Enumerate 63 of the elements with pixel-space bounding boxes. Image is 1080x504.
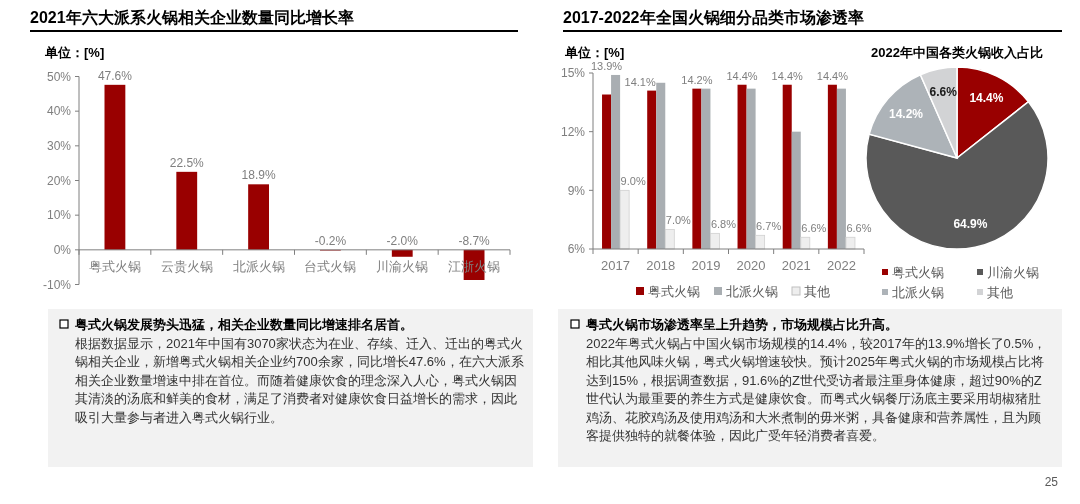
bar [248,184,269,250]
x-tick-label: 川渝火锅 [376,258,429,274]
legend-label: 北派火锅 [892,284,944,300]
y-axis-title: 单位：[%] [44,45,105,60]
y-tick-label: 50% [46,69,72,84]
x-tick-label: 2020 [736,258,766,273]
data-label: -2.0% [386,233,419,248]
data-label: 14.4% [969,90,1004,105]
y-tick-label: -10% [42,277,72,292]
data-label: 6.6% [801,222,827,235]
text: 根据数据显示，2021年中国有3070家状态为在业、存续、迁入、迁出的粤式火锅相关企业，新增粤式火锅相关企业约700余家，同比增长47.6%，在六大派系相关企业数量增速中排在首位。而随着健康饮食的理念深入人心，粤式火锅因其清淡的汤底和鲜美的食材，满足了消费者对健康饮食日益增长的需求，因此吸引大量参与者进入粤式火锅行业。 [74,335,524,425]
data-label: 6.6% [846,222,872,235]
data-label: 64.9% [953,217,988,232]
data-label: 14.4% [771,69,804,82]
legend-label: 粤式火锅 [648,283,700,299]
y-tick-label: 15% [560,66,586,81]
data-label: -8.7% [458,233,491,248]
y-axis-title: 单位：[%] [564,45,625,60]
x-tick-label: 北派火锅 [232,258,285,274]
chart-title: 2021年六大派系火锅相关企业数量同比增长率 [30,8,354,26]
bar [176,171,198,250]
data-label: 18.9% [241,168,276,183]
y-tick-label: 6% [567,242,586,257]
chart-title: 2022年中国各类火锅收入占比 [871,45,1043,60]
y-tick-label: 0% [53,243,72,258]
data-label: 14.4% [816,69,849,82]
y-tick-label: 30% [46,139,72,154]
x-tick-label: 2022 [826,258,856,273]
y-tick-label: 20% [46,173,72,188]
x-tick-label: 粤式火锅 [88,258,141,274]
data-label: 47.6% [97,68,133,83]
text: 25 [1044,475,1059,489]
text: 粤式火锅发展势头迅猛，相关企业数量同比增速排名居首。 [74,317,413,332]
data-label: 6.7% [756,220,782,233]
text: 2022年粤式火锅占中国火锅市场规模的14.4%，较2017年的13.9%增长了0.5%，相比其他风味火锅，粤式火锅增速较快。预计2025年粤式火锅的市场规模占比将达到15%，根据调查数据，91.6%的Z世代受访者最注重身体健康，超过90%的Z世代认为最重要的养生方式是健康饮食。而粤式火锅餐厅汤底主要采用胡椒猪肚鸡汤、花胶鸡汤及使用鸡汤和大米煮制的毋米粥，具备健康和营养属性，且为顾客提供独特的就餐体验，因此广受年轻消费者喜爱。 [585,335,1047,443]
data-label: 6.8% [710,218,737,231]
data-label: 7.0% [665,214,692,227]
x-tick-label: 云贵火锅 [160,258,213,274]
data-label: 6.6% [929,85,958,100]
chart-title: 2017-2022年全国火锅细分品类市场渗透率 [563,8,864,26]
y-tick-label: 9% [567,183,586,198]
data-label: 14.2% [888,107,924,122]
data-label: 9.0% [620,175,646,188]
data-label: -0.2% [314,233,347,248]
x-tick-label: 2021 [781,258,811,273]
data-label: 22.5% [169,155,205,170]
x-tick-label: 2018 [646,258,676,273]
legend-label: 其他 [804,283,830,299]
bar [104,84,126,250]
bar [391,249,413,257]
y-tick-label: 12% [560,124,586,139]
x-tick-label: 2017 [601,258,631,273]
data-label: 13.9% [590,59,623,72]
data-label: 14.4% [726,69,758,82]
x-tick-label: 2019 [691,258,721,273]
text: 粤式火锅市场渗透率呈上升趋势，市场规模占比升高。 [585,317,898,332]
legend-label: 北派火锅 [726,283,778,299]
y-tick-label: 10% [46,208,72,223]
x-tick-label: 台式火锅 [304,258,357,274]
data-label: 14.1% [624,75,656,88]
y-tick-label: 40% [46,104,72,119]
data-label: 14.2% [681,73,713,86]
legend-label: 其他 [987,284,1013,300]
